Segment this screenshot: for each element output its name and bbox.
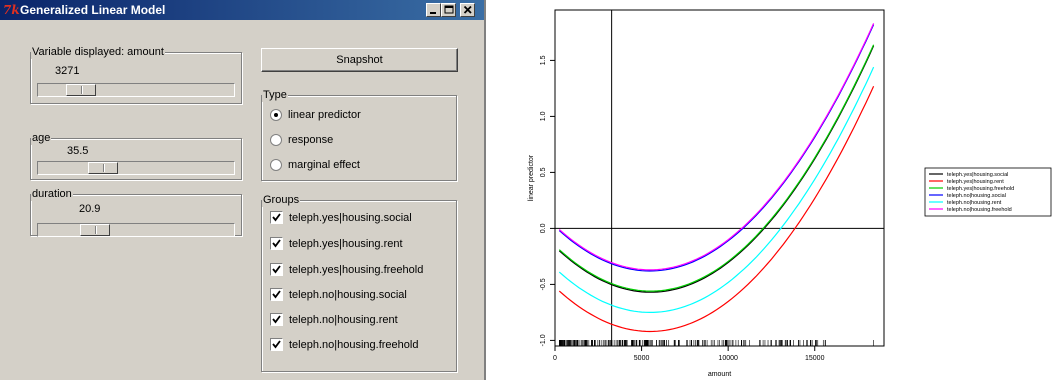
- checkbox-label: teleph.yes|housing.rent: [289, 238, 403, 250]
- radio-label: marginal effect: [288, 159, 360, 171]
- slider-value-age: 35.5: [67, 145, 89, 157]
- y-tick-label: -1.0: [540, 334, 547, 346]
- slider-group-amount: Variable displayed: amount 3271: [30, 45, 242, 104]
- glm-window: 7k Generalized Linear Model Variable dis…: [0, 0, 486, 380]
- slider-thumb-age[interactable]: [88, 162, 118, 174]
- type-group-label: Type: [262, 88, 288, 102]
- series-line-2: [558, 85, 875, 333]
- x-axis-label: amount: [708, 371, 731, 378]
- slider-group-age: age 35.5: [30, 131, 242, 180]
- slider-label-duration: duration: [31, 187, 73, 201]
- groups-group-label: Groups: [262, 193, 301, 207]
- series-line-5: [558, 66, 875, 313]
- checkbox-checked-icon: [270, 313, 283, 326]
- checkbox-checked-icon: [270, 211, 283, 224]
- plot-panel: 0 5000 10000 15000 -1.0 -0.5 0.0 0.5 1.0 1.5 amoun…: [520, 0, 1056, 380]
- slider-trough-duration[interactable]: [37, 223, 235, 237]
- maximize-icon[interactable]: [441, 3, 456, 17]
- y-tick-label: 1.5: [540, 55, 547, 65]
- snapshot-button[interactable]: Snapshot: [261, 48, 458, 72]
- radio-label: response: [288, 134, 334, 146]
- groups-group: Groups teleph.yes|housing.social teleph.…: [261, 193, 457, 372]
- legend-label: teleph.yes|housing.rent: [947, 179, 1004, 185]
- title-bar[interactable]: 7k Generalized Linear Model: [0, 0, 484, 20]
- series-line-4: [558, 24, 875, 272]
- legend-label: teleph.no|housing.freehold: [947, 207, 1012, 213]
- checkbox-label: teleph.yes|housing.freehold: [289, 264, 424, 276]
- series-line-1: [558, 45, 875, 293]
- y-tick-label: -0.5: [540, 278, 547, 290]
- type-group: Type linear predictor response marginal …: [261, 88, 457, 181]
- slider-value-duration: 20.9: [79, 203, 101, 215]
- window-title: Generalized Linear Model: [20, 3, 166, 17]
- slider-label-age: age: [31, 131, 52, 145]
- y-axis-label: linear predictor: [528, 154, 535, 201]
- checkbox-label: teleph.no|housing.social: [289, 289, 407, 301]
- slider-trough-age[interactable]: [37, 161, 235, 175]
- legend-label: teleph.no|housing.social: [947, 193, 1006, 199]
- minimize-icon[interactable]: [426, 3, 441, 17]
- legend-label: teleph.yes|housing.freehold: [947, 186, 1014, 192]
- x-tick-label: 15000: [805, 355, 825, 362]
- radio-label: linear predictor: [288, 109, 361, 121]
- y-tick-label: 0.5: [540, 167, 547, 177]
- slider-thumb-amount[interactable]: [66, 84, 96, 96]
- slider-trough-amount[interactable]: [37, 83, 235, 97]
- legend-box: [924, 167, 1052, 217]
- checkbox-label: teleph.yes|housing.social: [289, 212, 412, 224]
- y-tick-label: 1.0: [540, 111, 547, 121]
- checkbox-checked-icon: [270, 338, 283, 351]
- checkbox-checked-icon: [270, 288, 283, 301]
- glm-chart: 0 5000 10000 15000 -1.0 -0.5 0.0 0.5 1.0 1.5 amoun…: [528, 9, 1052, 378]
- x-tick-label: 5000: [634, 355, 650, 362]
- slider-label-amount: Variable displayed: amount: [31, 45, 165, 59]
- checkbox-checked-icon: [270, 237, 283, 250]
- x-tick-label: 0: [553, 355, 557, 362]
- legend-label: teleph.no|housing.rent: [947, 200, 1002, 206]
- checkbox-checked-icon: [270, 263, 283, 276]
- series-line-6: [558, 23, 875, 271]
- checkbox-label: teleph.no|housing.freehold: [289, 339, 419, 351]
- slider-thumb-duration[interactable]: [80, 224, 110, 236]
- radio-selected-icon: [270, 109, 282, 121]
- checkbox-label: teleph.no|housing.rent: [289, 314, 398, 326]
- close-icon[interactable]: [460, 3, 475, 17]
- legend-label: teleph.yes|housing.social: [947, 172, 1008, 178]
- slider-group-duration: duration 20.9: [30, 187, 242, 237]
- x-tick-label: 10000: [718, 355, 738, 362]
- y-tick-label: 0.0: [540, 223, 547, 233]
- radio-unselected-icon: [270, 159, 282, 171]
- plot-frame: [554, 9, 885, 347]
- tk-logo-icon: 7k: [3, 3, 20, 17]
- slider-value-amount: 3271: [55, 65, 80, 77]
- radio-unselected-icon: [270, 134, 282, 146]
- series-line-3: [558, 44, 875, 292]
- rug-marks: [559, 340, 874, 346]
